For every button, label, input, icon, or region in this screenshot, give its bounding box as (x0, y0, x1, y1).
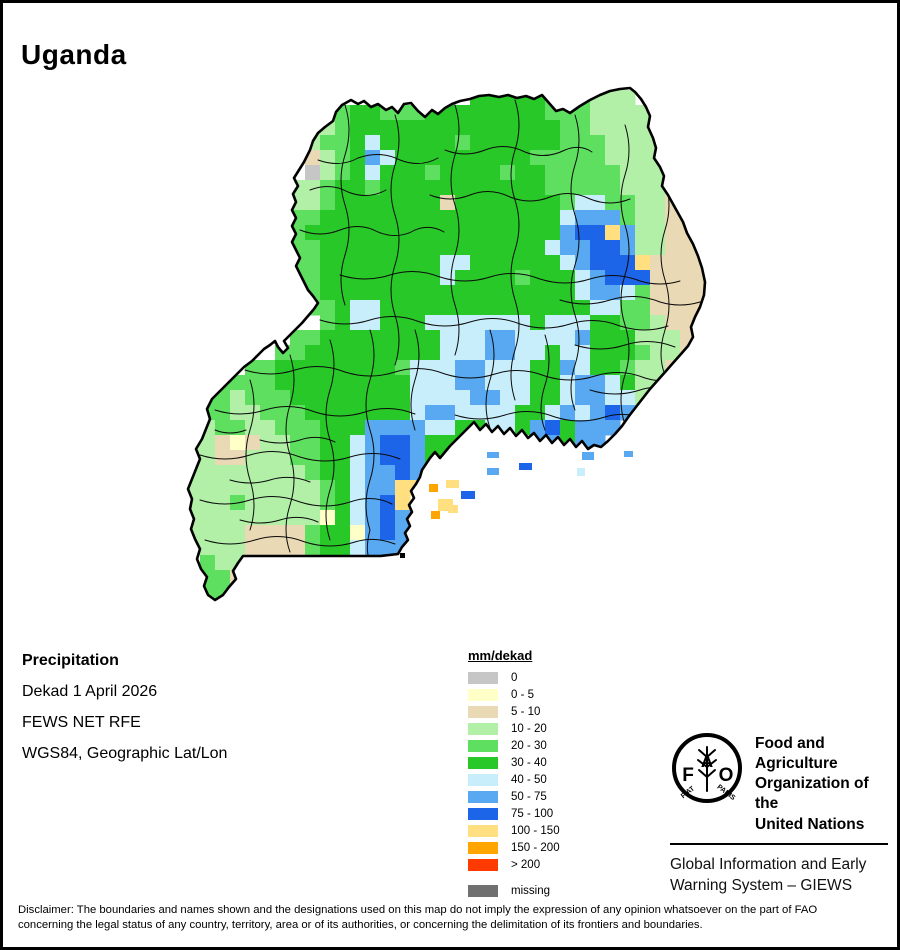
svg-text:F: F (682, 765, 694, 786)
disclaimer-line: Disclaimer: The boundaries and names sho… (18, 904, 818, 916)
legend-label: 5 - 10 (511, 705, 541, 718)
legend-items: 0 0 - 5 5 - 10 10 - 20 20 - 30 30 - 40 40 - 50… (468, 669, 560, 899)
giews-name-line: Warning System – GIEWS (670, 877, 853, 895)
giews-name: Global Information and Early Warning Sys… (670, 854, 892, 897)
legend-label: 10 - 20 (511, 722, 547, 735)
legend-item: 75 - 100 (468, 805, 560, 822)
disclaimer-line: concerning the legal status of any count… (18, 919, 703, 932)
legend-label: > 200 (511, 858, 541, 871)
district-boundaries (199, 99, 701, 556)
legend-label: 50 - 75 (511, 790, 547, 803)
fao-name: Food and Agriculture Organization of the… (755, 734, 892, 835)
legend-swatch (468, 773, 498, 786)
disclaimer-text: Disclaimer: The boundaries and names sho… (18, 903, 890, 933)
fao-name-line: Organization of the (755, 775, 869, 813)
legend-swatch (468, 824, 498, 837)
legend-swatch (468, 841, 498, 854)
info-source: FEWS NET RFE (22, 714, 141, 731)
legend-item: > 200 (468, 856, 560, 873)
legend-label: 20 - 30 (511, 739, 547, 752)
legend-swatch (468, 722, 498, 735)
legend-item: 0 - 5 (468, 686, 560, 703)
fao-name-line: Food and Agriculture (755, 735, 838, 773)
legend-swatch (468, 705, 498, 718)
organization-block: F A O FIAT PANIS Food and Agriculture Or… (670, 731, 892, 897)
fao-logo-icon: F A O FIAT PANIS (672, 733, 742, 803)
legend-item: 0 (468, 669, 560, 686)
legend-item: 40 - 50 (468, 771, 560, 788)
info-dekad: Dekad 1 April 2026 (22, 683, 158, 700)
legend-item: 5 - 10 (468, 703, 560, 720)
uganda-border-outline (186, 86, 707, 602)
giews-name-line: Global Information and Early (670, 855, 867, 873)
fao-name-line: United Nations (755, 815, 865, 833)
legend-label: 100 - 150 (511, 824, 560, 837)
page-title: Uganda (21, 38, 127, 70)
info-projection: WGS84, Geographic Lat/Lon (22, 745, 228, 762)
legend-swatch (468, 671, 498, 684)
legend: mm/dekad 0 0 - 5 5 - 10 10 - 20 20 - 30 30 - … (468, 648, 560, 899)
legend-swatch (468, 790, 498, 803)
svg-text:O: O (719, 765, 734, 786)
legend-item: 150 - 200 (468, 839, 560, 856)
info-heading: Precipitation (22, 652, 119, 669)
legend-swatch (468, 858, 498, 871)
legend-item: 20 - 30 (468, 737, 560, 754)
legend-swatch (468, 807, 498, 820)
legend-label: 75 - 100 (511, 807, 554, 820)
legend-item: 50 - 75 (468, 788, 560, 805)
legend-label: 0 - 5 (511, 688, 535, 701)
legend-label: 150 - 200 (511, 841, 560, 854)
svg-text:A: A (701, 752, 713, 771)
divider-line (670, 842, 888, 845)
legend-label: 0 (511, 671, 518, 684)
legend-title: mm/dekad (468, 648, 533, 663)
legend-item: 100 - 150 (468, 822, 560, 839)
legend-item: 10 - 20 (468, 720, 560, 737)
lake-island-cells (429, 451, 633, 519)
legend-label: 40 - 50 (511, 773, 547, 786)
legend-item: 30 - 40 (468, 754, 560, 771)
map-info-block: Precipitation Dekad 1 April 2026 FEWS NE… (22, 653, 227, 777)
shoreline-dot (400, 553, 405, 558)
legend-label: 30 - 40 (511, 756, 547, 769)
legend-swatch (468, 756, 498, 769)
legend-label: missing (511, 884, 550, 897)
legend-swatch (468, 688, 498, 701)
legend-item: missing (468, 882, 560, 899)
legend-swatch (468, 884, 498, 897)
precipitation-cells-layer (188, 90, 705, 600)
legend-swatch (468, 739, 498, 752)
